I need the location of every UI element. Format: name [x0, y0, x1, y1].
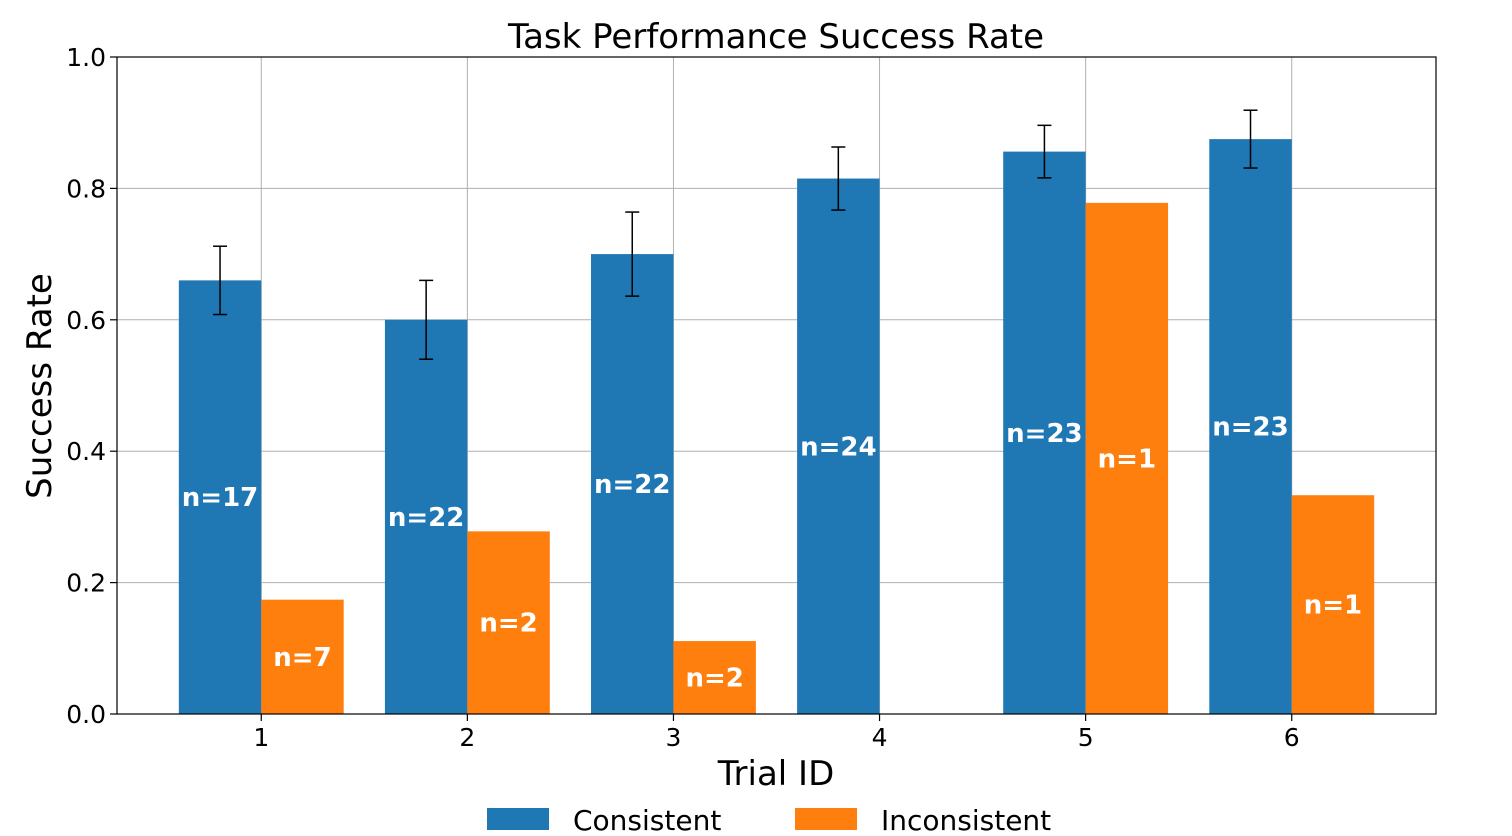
legend-label: Consistent [573, 804, 721, 836]
y-tick-label: 0.4 [66, 437, 106, 466]
bar-count-label: n=7 [273, 643, 331, 673]
legend: Consistent Inconsistent [487, 804, 1051, 836]
error-bars [213, 109, 1258, 360]
legend-item-inconsistent: Inconsistent [795, 804, 1051, 836]
y-tick-label: 0.2 [66, 569, 106, 598]
bar-count-label: n=22 [594, 470, 670, 500]
x-tick-label: 3 [666, 723, 682, 752]
legend-swatch [487, 808, 549, 830]
bar-consistent [1209, 139, 1292, 714]
bar-count-label: n=17 [182, 483, 258, 513]
bar-count-label: n=1 [1098, 444, 1156, 474]
x-axis-label: Trial ID [717, 754, 835, 794]
x-tick-label: 2 [459, 723, 475, 752]
x-tick-label: 1 [253, 723, 269, 752]
chart-title: Task Performance Success Rate [507, 17, 1044, 57]
y-tick-label: 1.0 [66, 43, 106, 72]
bar-consistent [384, 319, 468, 714]
bars [178, 139, 1375, 715]
legend-item-consistent: Consistent [487, 804, 721, 836]
bar-count-label: n=23 [1006, 419, 1082, 449]
y-tick-label: 0.0 [66, 700, 106, 729]
bar-consistent [797, 178, 880, 715]
x-tick-label: 5 [1078, 723, 1094, 752]
bar-labels: n=17 n=22 n=22 n=24 n=23 n=23 n=7 n=2 n=2 n=1 n=1 [182, 413, 1362, 694]
bar-count-label: n=22 [388, 503, 464, 533]
y-tick-label: 0.6 [66, 306, 106, 335]
bar-consistent [1003, 151, 1086, 714]
x-tick-label: 6 [1284, 723, 1300, 752]
bar-inconsistent [261, 599, 344, 714]
bar-consistent [178, 280, 262, 714]
y-axis-label: Success Rate [20, 273, 60, 499]
axis-ticks: 0.0 0.2 0.4 0.6 0.8 1.0 1 2 3 4 5 6 [66, 43, 1299, 752]
bar-inconsistent [673, 641, 756, 714]
bar-inconsistent [1291, 495, 1375, 714]
bar-count-label: n=2 [479, 609, 537, 639]
x-tick-label: 4 [872, 723, 888, 752]
bar-inconsistent [467, 531, 550, 714]
bar-consistent [591, 254, 674, 714]
y-tick-label: 0.8 [66, 174, 106, 203]
bar-count-label: n=1 [1304, 591, 1362, 621]
bar-inconsistent [1085, 202, 1169, 714]
bar-count-label: n=23 [1212, 413, 1288, 443]
bar-count-label: n=2 [685, 664, 743, 694]
bar-count-label: n=24 [800, 432, 876, 462]
legend-label: Inconsistent [881, 804, 1051, 836]
legend-swatch [795, 808, 857, 830]
plot-frame [116, 56, 1437, 715]
